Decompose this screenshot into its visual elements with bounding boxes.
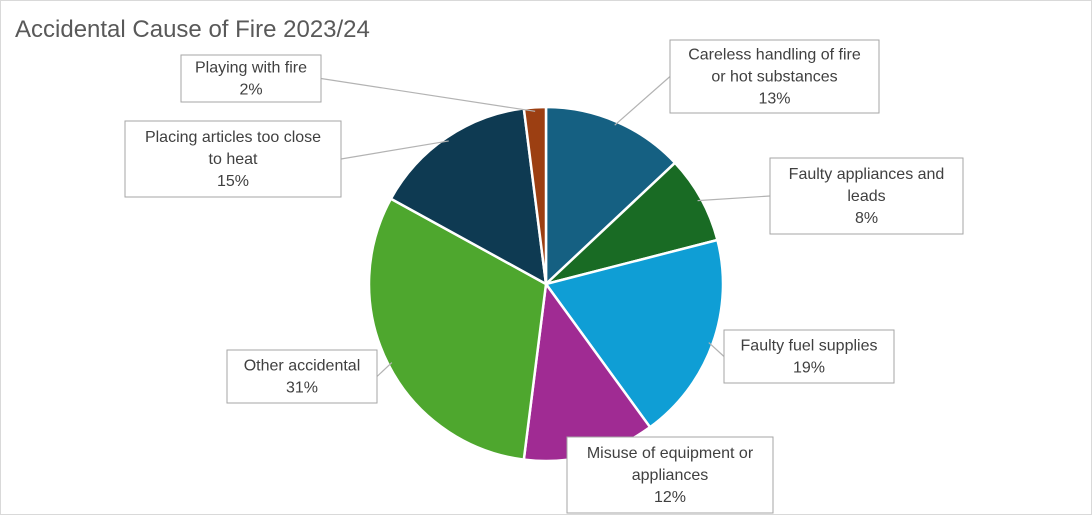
callout-box [566,436,774,514]
leader-line [376,362,393,377]
callout-careless-handling-of-fire-or-hot-substances: Careless handling of fire or hot substanc… [614,39,880,126]
callout-faulty-fuel-supplies: Faulty fuel supplies 19% [708,329,895,384]
data-label-category: appliances [632,467,709,484]
data-label-category: Faulty fuel supplies [741,338,878,355]
data-label-percent: 31% [286,380,318,397]
callout-box [769,157,964,235]
data-label-category: Careless handling of fire [688,47,861,64]
leader-line [614,76,671,126]
callout-playing-with-fire: Playing with fire 2% [180,54,536,112]
callout-box [669,39,880,114]
pie-slice-careless-handling-of-fire-or-hot-substances [544,105,677,286]
callout-box [226,349,378,404]
data-label-percent: 19% [793,360,825,377]
callout-box [124,120,342,198]
data-label-percent: 12% [654,489,686,506]
data-label-category: Placing articles too close [145,129,321,146]
leader-line [697,195,771,202]
data-label-category: Playing with fire [195,60,307,77]
pie-slice-other-accidental [367,197,548,461]
data-label-category: leads [847,188,885,205]
callout-box [723,329,895,384]
callout-placing-articles-too-close-to-heat: Placing articles too close to heat 15% [124,120,449,198]
callout-other-accidental: Other accidental 31% [226,349,393,404]
callouts-layer: Careless handling of fire or hot substanc… [124,39,964,514]
chart-title: Accidental Cause of Fire 2023/24 [15,16,370,43]
leader-line [708,342,725,357]
data-label-percent: 15% [217,173,249,190]
callout-faulty-appliances-and-leads: Faulty appliances and leads 8% [697,157,964,235]
data-label-percent: 13% [758,91,790,108]
data-label-percent: 8% [855,210,878,227]
data-label-percent: 2% [239,82,262,99]
pie-slice-faulty-fuel-supplies [544,238,725,429]
data-label-category: Other accidental [244,358,361,375]
callout-misuse-of-equipment-or-appliances: Misuse of equipment or appliances 12% [566,436,774,514]
data-label-category: Faulty appliances and [789,166,945,183]
pie-slice-faulty-appliances-and-leads [544,161,719,286]
pie-slice-playing-with-fire [522,105,548,286]
slices-layer [367,105,725,463]
leader-line [320,77,536,112]
data-label-category: Misuse of equipment or [587,445,754,462]
data-label-category: to heat [209,151,258,168]
leader-line [340,140,449,160]
callout-box [180,54,322,103]
data-label-category: or hot substances [711,69,837,86]
pie-slice-placing-articles-too-close-to-heat [389,107,548,286]
